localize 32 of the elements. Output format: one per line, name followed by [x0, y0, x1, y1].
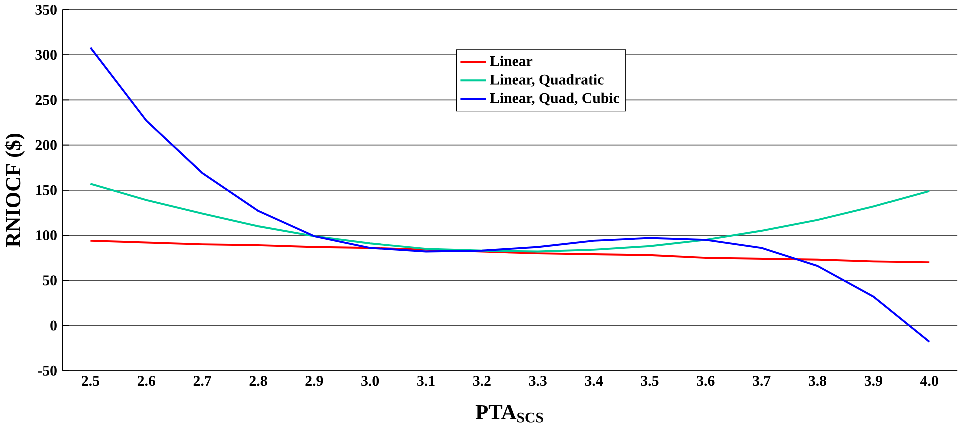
x-tick-label: 3.7: [753, 376, 771, 386]
legend-label: Linear: [490, 56, 533, 66]
y-tick-label: 0: [50, 320, 57, 331]
y-tick-label: 150: [36, 186, 57, 196]
x-axis-title: PTA$_{SCS}$: [476, 405, 544, 423]
y-tick-label: 50: [43, 276, 57, 286]
y-tick-label: 300: [36, 50, 57, 60]
y-tick-label: 250: [36, 95, 57, 106]
legend-label: Linear, Quadratic: [490, 74, 604, 88]
y-axis-title: RNIOCF ($): [4, 134, 25, 248]
x-tick-label: 3.3: [529, 376, 547, 386]
x-tick-label: 2.9: [306, 376, 324, 386]
x-tick-label: 3.9: [864, 376, 882, 386]
line-series: [90, 47, 931, 344]
x-tick-label: 3.6: [697, 376, 715, 386]
y-tick-label: -50: [38, 366, 57, 376]
x-tick-label: 2.7: [194, 376, 212, 386]
x-tick-label: 3.1: [418, 376, 435, 386]
x-tick-label: 3.5: [641, 376, 659, 386]
x-tick-label: 2.5: [82, 376, 100, 386]
x-tick-label: 4.0: [920, 376, 938, 386]
x-tick-label: 3.0: [362, 376, 380, 386]
y-tick-label: 350: [36, 5, 57, 16]
x-tick-label: 3.2: [473, 376, 491, 386]
x-tick-label: 3.8: [809, 376, 827, 386]
y-tick-label: 100: [36, 230, 57, 241]
x-tick-label: 2.8: [250, 376, 268, 386]
x-tick-label: 3.4: [585, 376, 604, 386]
y-tick-label: 200: [36, 140, 57, 150]
x-tick-label: 2.6: [138, 376, 156, 386]
legend-label: Linear, Quad, Cubic: [490, 92, 620, 106]
line-series: [90, 183, 931, 253]
